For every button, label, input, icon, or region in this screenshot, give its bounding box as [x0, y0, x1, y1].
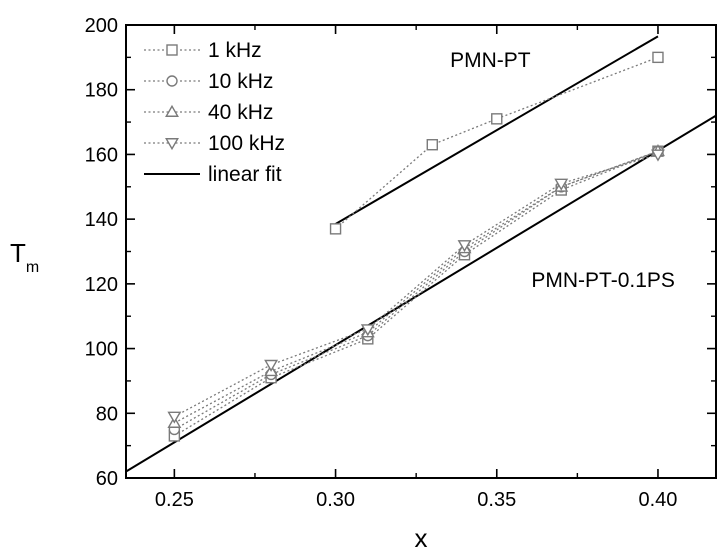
data-point-pmn-pt-1-khz-3: [652, 51, 664, 64]
series-markers: [167, 51, 665, 442]
annotation-pmn-pt-0-1ps: PMN-PT-0.1PS: [531, 269, 675, 292]
y-axis-title-main: T: [10, 238, 26, 268]
legend: 1 kHz 10 kHz 40 kHz 100 kHz linear fit: [144, 39, 285, 186]
data-point-pmn-pt-1-khz-1: [426, 139, 438, 151]
legend-item-1-khz: 1 kHz: [144, 39, 262, 62]
x-tick-label: 0.40: [638, 489, 677, 511]
data-point-pmn-pt-0-1ps-100-khz-1: [264, 359, 279, 372]
x-tick-label: 0.30: [316, 489, 355, 511]
legend-label: 10 kHz: [208, 70, 273, 93]
data-point-pmn-pt-0-1ps-100-khz-3: [457, 240, 472, 253]
y-tick-label: 180: [85, 80, 118, 102]
y-axis-title-subscript: m: [26, 259, 39, 276]
x-tick-label: 0.25: [155, 489, 194, 511]
data-point-pmn-pt-0-1ps-100-khz-5: [651, 149, 665, 162]
y-tick-label: 80: [96, 403, 118, 425]
data-point-pmn-pt-1-khz-2: [491, 113, 503, 125]
legend-item-10-khz: 10 kHz: [144, 70, 273, 93]
y-tick-label: 100: [85, 339, 118, 361]
legend-item-linear-fit: linear fit: [144, 163, 282, 186]
y-axis-title: Tm: [10, 238, 39, 276]
ticks: 0.25 0.30 0.35 0.40 60 80 100 120 140 160 180 200: [85, 15, 716, 511]
legend-label: 40 kHz: [208, 101, 273, 124]
series-line-pmn-pt-0-1ps-40-khz: [174, 150, 659, 424]
x-axis-title: x: [415, 523, 428, 549]
series-line-pmn-pt-1-khz: [335, 56, 659, 230]
y-tick-label: 160: [85, 144, 118, 166]
legend-item-40-khz: 40 kHz: [144, 101, 273, 124]
legend-label: 1 kHz: [208, 39, 262, 62]
data-point-pmn-pt-1-khz-0: [329, 223, 342, 235]
y-tick-label: 120: [85, 274, 118, 296]
x-tick-label: 0.35: [477, 489, 516, 511]
legend-swatch-circle: [166, 75, 178, 87]
fit-line-pmn-pt: [335, 35, 659, 225]
data-point-pmn-pt-0-1ps-100-khz-4: [554, 178, 569, 191]
legend-swatch-triangle-up: [165, 104, 179, 117]
series-lines: [174, 56, 659, 437]
data-point-pmn-pt-0-1ps-100-khz-2: [360, 324, 375, 337]
legend-swatch-triangle-down: [165, 138, 179, 151]
fit-line-pmn-pt-0-1ps: [125, 114, 717, 473]
y-tick-label: 60: [96, 468, 118, 490]
annotations: PMN-PT PMN-PT-0.1PS: [450, 49, 675, 292]
annotation-pmn-pt: PMN-PT: [450, 49, 531, 72]
legend-item-100-khz: 100 kHz: [144, 132, 285, 155]
series-line-pmn-pt-0-1ps-100-khz: [174, 153, 659, 418]
data-point-pmn-pt-0-1ps-100-khz-0: [167, 411, 182, 424]
y-tick-label: 200: [85, 15, 118, 37]
legend-swatch-square: [166, 44, 178, 56]
legend-label: 100 kHz: [208, 132, 285, 155]
legend-label: linear fit: [208, 163, 282, 186]
fit-lines: [125, 35, 717, 473]
y-tick-label: 140: [85, 209, 118, 231]
